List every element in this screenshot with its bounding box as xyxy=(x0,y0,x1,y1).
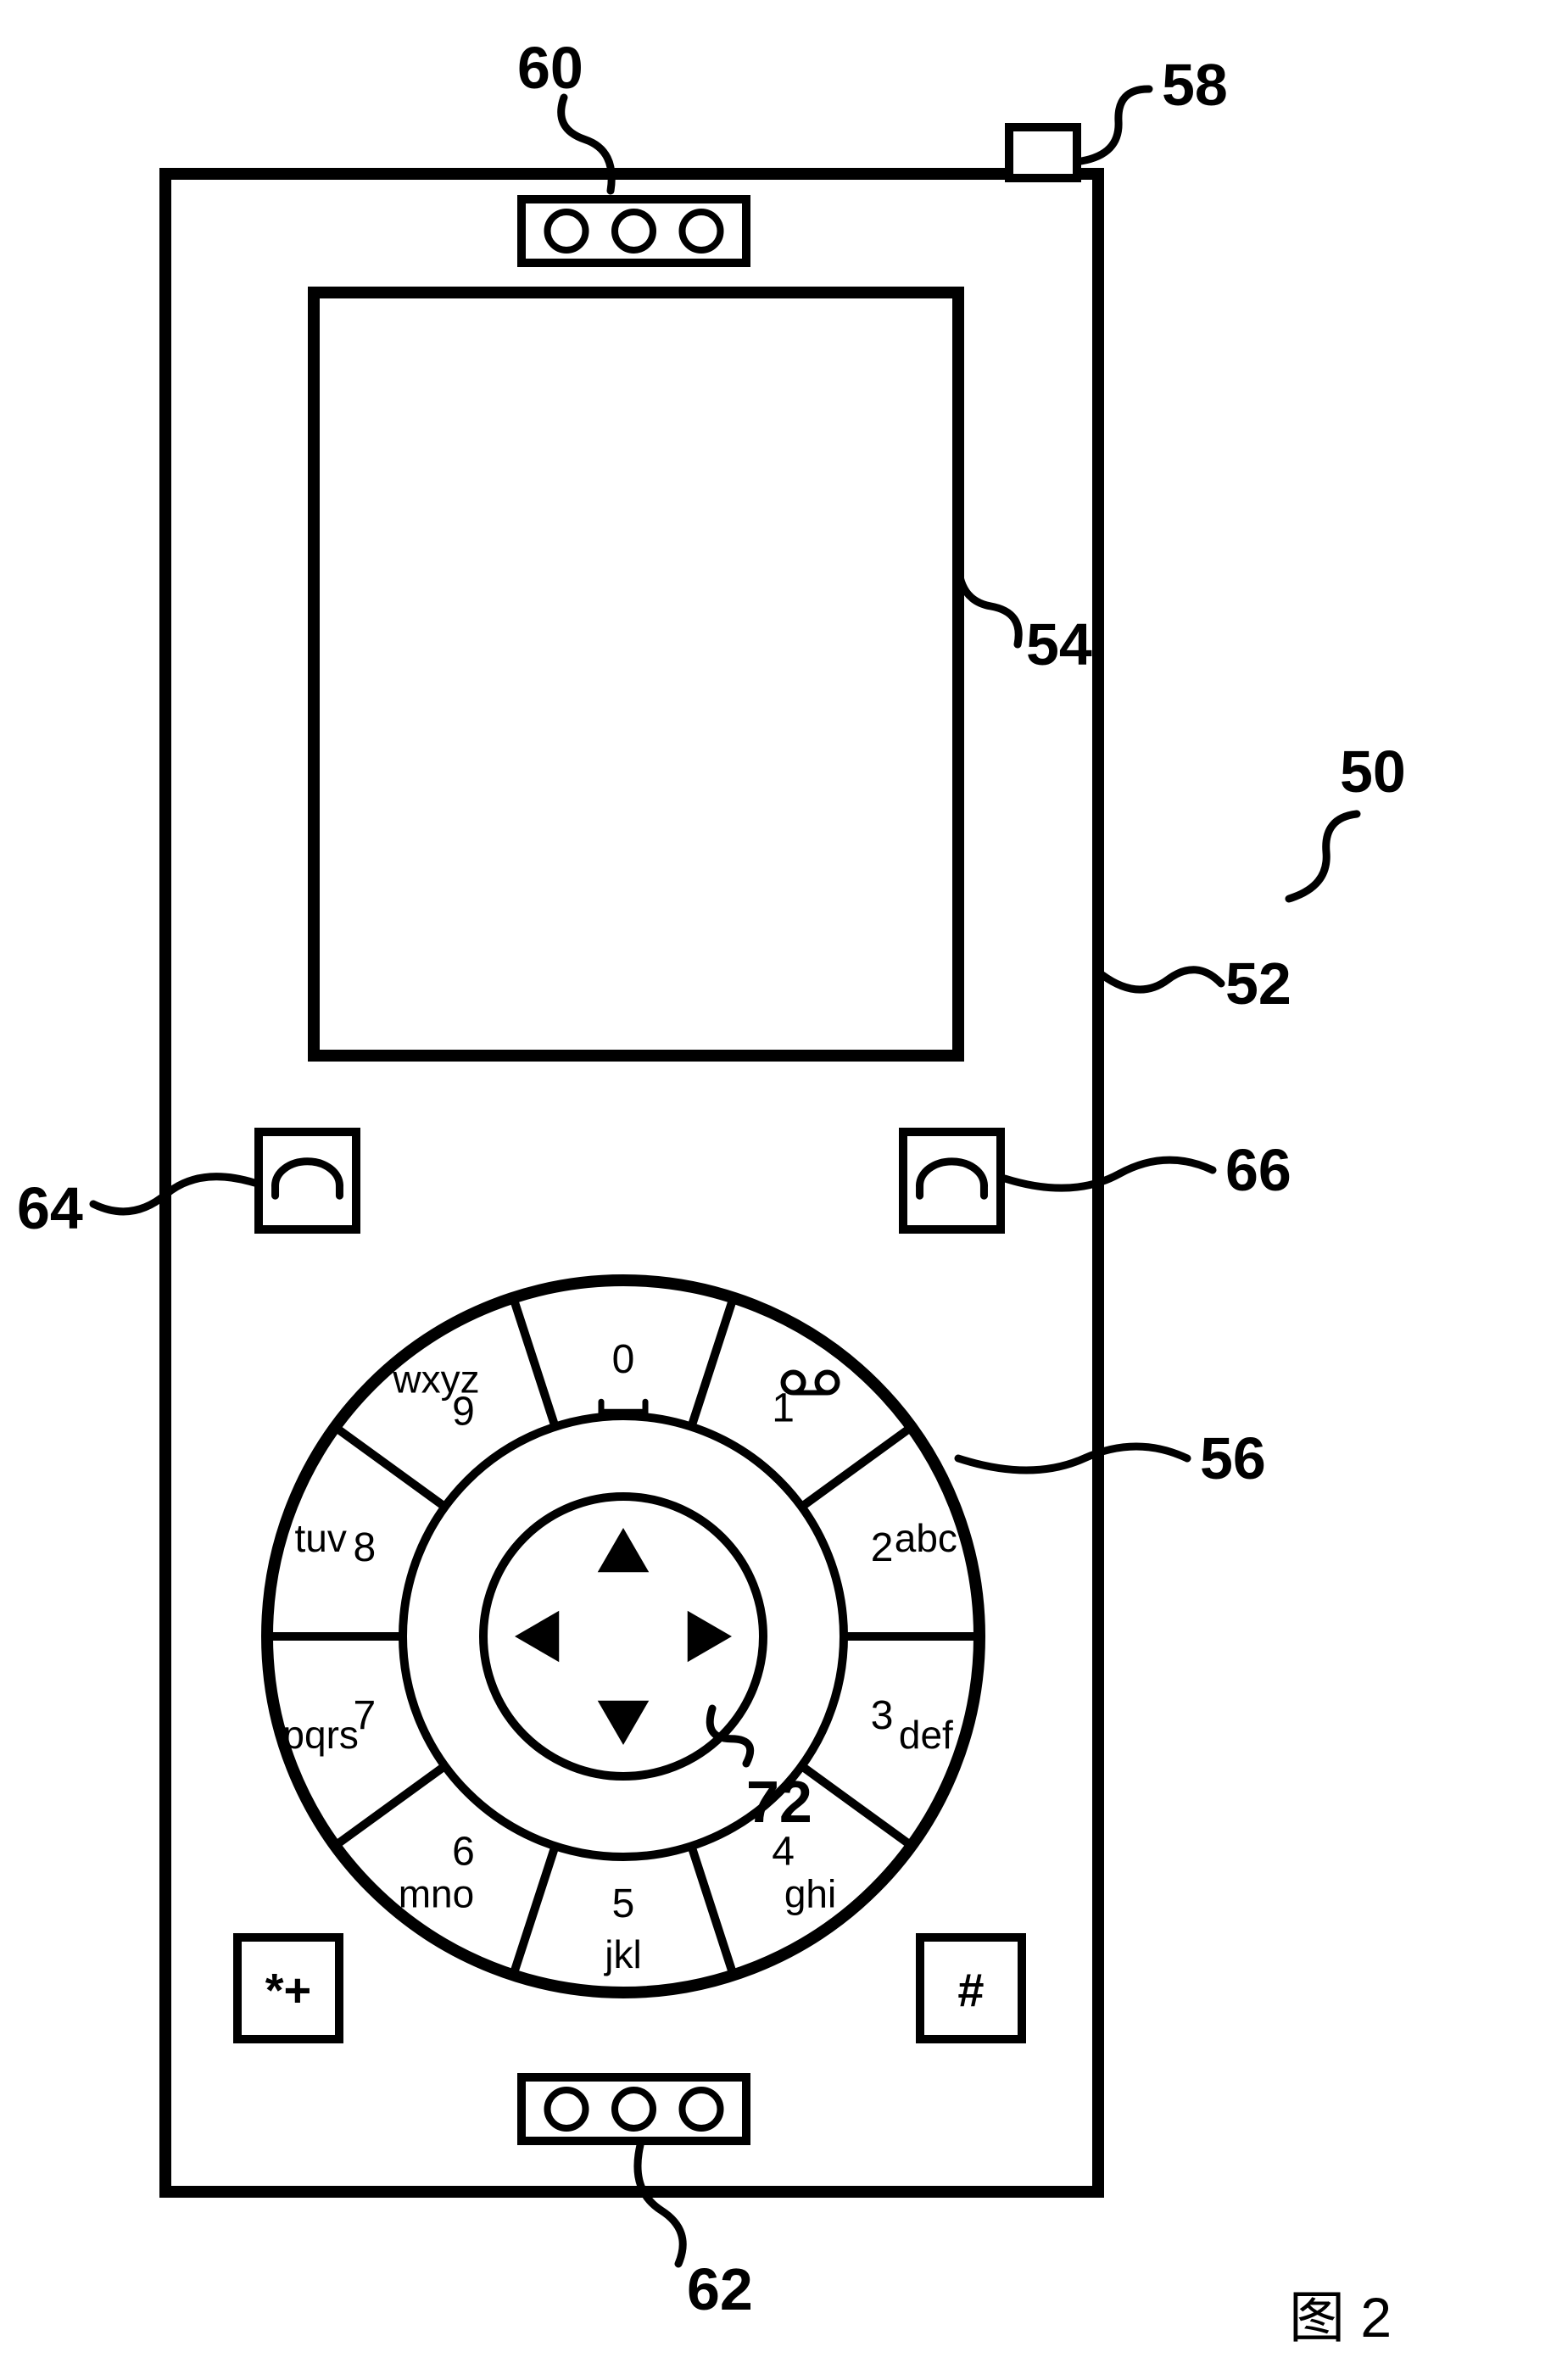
dial-key-8[interactable]: 8 xyxy=(354,1525,377,1570)
svg-text:*+: *+ xyxy=(265,1964,312,2017)
figure-label: 图 2 xyxy=(1289,2272,1392,2354)
svg-text:mno: mno xyxy=(399,1872,474,1916)
dial-key-0[interactable]: 0 xyxy=(612,1337,635,1382)
svg-text:#: # xyxy=(957,1964,984,2017)
dial-key-3[interactable]: 3 xyxy=(871,1693,894,1738)
svg-text:wxyz: wxyz xyxy=(392,1357,479,1401)
svg-text:tuv: tuv xyxy=(294,1516,346,1560)
ref-66: 66 xyxy=(1225,1136,1291,1204)
svg-text:def: def xyxy=(899,1713,953,1757)
ref-62: 62 xyxy=(687,2255,753,2323)
ref-64: 64 xyxy=(17,1174,83,1242)
svg-text:abc: abc xyxy=(895,1516,957,1560)
dial-key-5[interactable]: 5 xyxy=(612,1881,635,1926)
ref-54: 54 xyxy=(1026,610,1092,678)
ref-72: 72 xyxy=(746,1768,812,1836)
ref-52: 52 xyxy=(1225,950,1291,1017)
dial-key-4[interactable]: 4 xyxy=(772,1830,795,1875)
ref-56: 56 xyxy=(1200,1424,1266,1492)
ref-58: 58 xyxy=(1162,51,1228,119)
svg-text:pqrs: pqrs xyxy=(282,1713,358,1757)
antenna xyxy=(1009,127,1077,178)
svg-text:ghi: ghi xyxy=(784,1872,836,1916)
ref-50: 50 xyxy=(1340,738,1406,805)
dial-key-6[interactable]: 6 xyxy=(452,1830,475,1875)
ref-60: 60 xyxy=(517,34,583,102)
svg-text:jkl: jkl xyxy=(603,1932,641,1976)
display-screen xyxy=(314,293,958,1056)
dial-key-2[interactable]: 2 xyxy=(871,1525,894,1570)
